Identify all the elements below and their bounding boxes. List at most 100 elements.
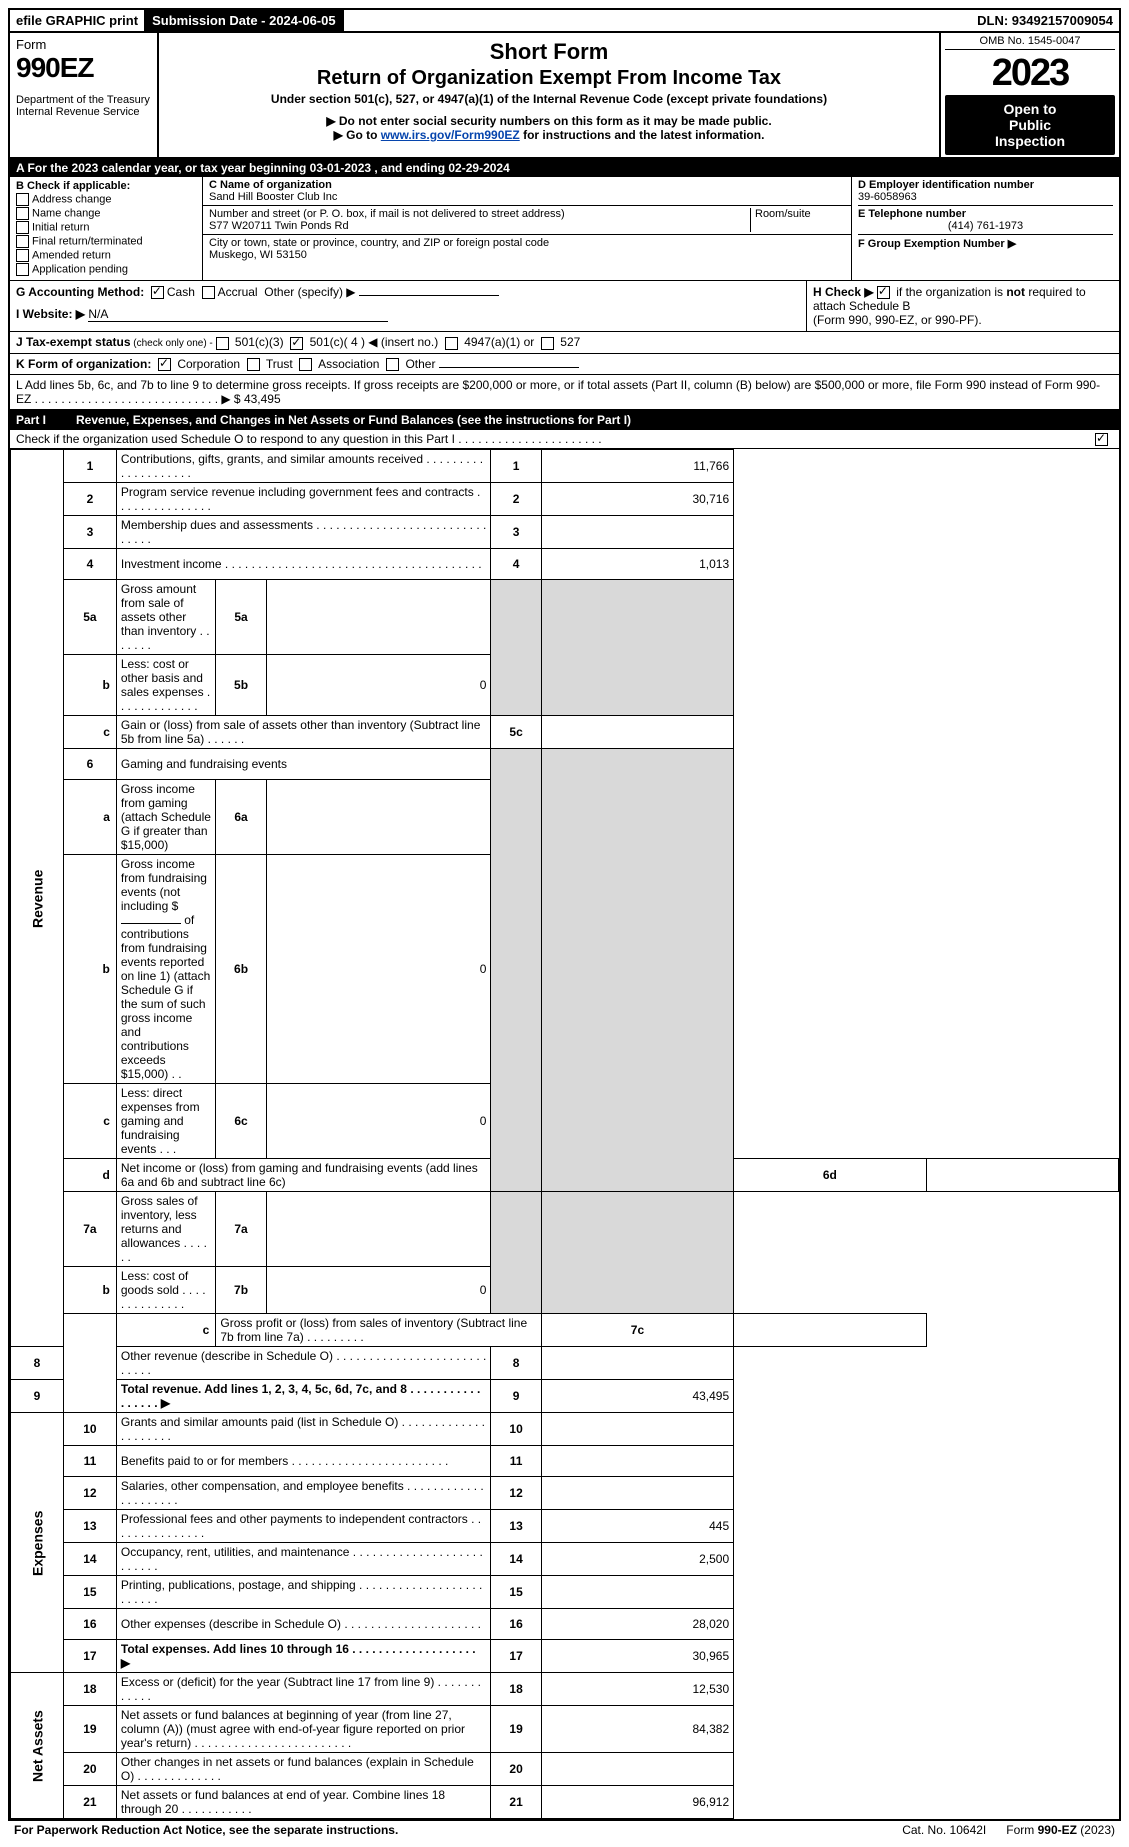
desc: Investment income . . . . . . . . . . . … <box>116 549 491 580</box>
k-trust-checkbox[interactable] <box>247 358 260 371</box>
checkbox-icon[interactable] <box>16 249 29 262</box>
ln: 15 <box>63 1576 116 1609</box>
org-street: S77 W20711 Twin Ponds Rd <box>209 220 349 232</box>
line-L: L Add lines 5b, 6c, and 7b to line 9 to … <box>10 375 1119 410</box>
irs-link[interactable]: www.irs.gov/Form990EZ <box>381 128 520 142</box>
k-o4: Other <box>405 357 435 371</box>
line-J: J Tax-exempt status (check only one) - 5… <box>10 332 1119 353</box>
d9: Total revenue. Add lines 1, 2, 3, 4, 5c,… <box>121 1382 480 1410</box>
desc: Excess or (deficit) for the year (Subtra… <box>116 1673 491 1706</box>
paperwork-notice: For Paperwork Reduction Act Notice, see … <box>14 1823 882 1837</box>
header-center: Short Form Return of Organization Exempt… <box>159 33 941 157</box>
dept-treasury: Department of the Treasury <box>16 94 151 106</box>
k-corp-checkbox[interactable] <box>158 358 171 371</box>
checkbox-icon[interactable] <box>16 263 29 276</box>
table-row: 5a Gross amount from sale of assets othe… <box>11 580 1119 655</box>
b-application-pending[interactable]: Application pending <box>16 263 196 276</box>
c-name-row: C Name of organization Sand Hill Booster… <box>203 177 851 206</box>
expenses-side-label: Expenses <box>11 1413 64 1673</box>
rn: 6d <box>734 1159 926 1192</box>
instr-goto: ▶ Go to www.irs.gov/Form990EZ for instru… <box>167 128 931 142</box>
rv <box>541 1446 733 1477</box>
ln: d <box>63 1159 116 1192</box>
i-label: I Website: ▶ <box>16 307 85 321</box>
desc: Grants and similar amounts paid (list in… <box>116 1413 491 1446</box>
ln: b <box>63 855 116 1084</box>
room-suite-label: Room/suite <box>751 208 845 232</box>
k-other-input[interactable] <box>439 367 579 368</box>
k-o3: Association <box>318 357 379 371</box>
in: 7a <box>216 1192 266 1267</box>
rn: 14 <box>491 1543 541 1576</box>
rn: 19 <box>491 1706 541 1753</box>
rv: 30,965 <box>541 1640 733 1673</box>
k-assoc-checkbox[interactable] <box>299 358 312 371</box>
form-number: 990EZ <box>16 52 94 83</box>
part-I-title: Revenue, Expenses, and Changes in Net As… <box>76 413 1113 427</box>
block-bcdef: B Check if applicable: Address change Na… <box>10 177 1119 281</box>
checkbox-icon[interactable] <box>16 235 29 248</box>
sched-O-checkbox[interactable] <box>1095 433 1108 446</box>
ln: c <box>63 1084 116 1159</box>
b-amended-return[interactable]: Amended return <box>16 249 196 262</box>
j-501c3-checkbox[interactable] <box>216 337 229 350</box>
rv <box>926 1159 1118 1192</box>
open3: Inspection <box>995 133 1065 149</box>
desc: Contributions, gifts, grants, and simila… <box>116 450 491 483</box>
open1: Open to <box>1004 101 1057 117</box>
b-address-change[interactable]: Address change <box>16 193 196 206</box>
desc: Net assets or fund balances at beginning… <box>116 1706 491 1753</box>
table-row: 19 Net assets or fund balances at beginn… <box>11 1706 1119 1753</box>
k-other-checkbox[interactable] <box>386 358 399 371</box>
j-o4: 527 <box>560 335 580 349</box>
contrib-amount-input[interactable] <box>121 923 181 924</box>
j-527-checkbox[interactable] <box>541 337 554 350</box>
checkbox-icon[interactable] <box>16 193 29 206</box>
b-final-return[interactable]: Final return/terminated <box>16 235 196 248</box>
cash-checkbox[interactable] <box>151 286 164 299</box>
table-row: Net Assets 18 Excess or (deficit) for th… <box>11 1673 1119 1706</box>
c-city-label: City or town, state or province, country… <box>209 237 549 249</box>
ln: 10 <box>63 1413 116 1446</box>
j-501c-checkbox[interactable] <box>290 337 303 350</box>
form-header: Form 990EZ Department of the Treasury In… <box>10 33 1119 159</box>
ln: 19 <box>63 1706 116 1753</box>
checkbox-icon[interactable] <box>16 221 29 234</box>
website-value: N/A <box>88 307 388 322</box>
rv <box>541 1576 733 1609</box>
ln: a <box>63 780 116 855</box>
col-C: C Name of organization Sand Hill Booster… <box>203 177 852 280</box>
desc-17: Total expenses. Add lines 10 through 16 … <box>116 1640 491 1673</box>
rv: 445 <box>541 1510 733 1543</box>
d-label: D Employer identification number <box>858 179 1034 191</box>
table-row: 7a Gross sales of inventory, less return… <box>11 1192 1119 1267</box>
desc: Other expenses (describe in Schedule O) … <box>116 1609 491 1640</box>
table-row: 9 Total revenue. Add lines 1, 2, 3, 4, 5… <box>11 1380 1119 1413</box>
desc: Membership dues and assessments . . . . … <box>116 516 491 549</box>
desc: Occupancy, rent, utilities, and maintena… <box>116 1543 491 1576</box>
accrual-checkbox[interactable] <box>202 286 215 299</box>
rv: 2,500 <box>541 1543 733 1576</box>
k-o2: Trust <box>266 357 293 371</box>
j-4947-checkbox[interactable] <box>445 337 458 350</box>
iv <box>266 1192 491 1267</box>
rn: 4 <box>491 549 541 580</box>
desc: Gaming and fundraising events <box>116 749 491 780</box>
in: 6b <box>216 855 266 1084</box>
h-pre: H Check ▶ <box>813 285 877 299</box>
b-initial-return[interactable]: Initial return <box>16 221 196 234</box>
sched-O-text: Check if the organization used Schedule … <box>16 432 1093 446</box>
table-row: 17 Total expenses. Add lines 10 through … <box>11 1640 1119 1673</box>
rv <box>541 1347 733 1380</box>
table-row: 6 Gaming and fundraising events <box>11 749 1119 780</box>
ln: 4 <box>63 549 116 580</box>
g-other-input[interactable] <box>359 295 499 296</box>
h-checkbox[interactable] <box>877 286 890 299</box>
b-name-change[interactable]: Name change <box>16 207 196 220</box>
ln: b <box>63 655 116 716</box>
shade-cell <box>541 749 733 1192</box>
fr-bold: 990-EZ <box>1038 1823 1077 1837</box>
desc: Gross amount from sale of assets other t… <box>116 580 215 655</box>
checkbox-icon[interactable] <box>16 207 29 220</box>
rv: 43,495 <box>541 1380 733 1413</box>
